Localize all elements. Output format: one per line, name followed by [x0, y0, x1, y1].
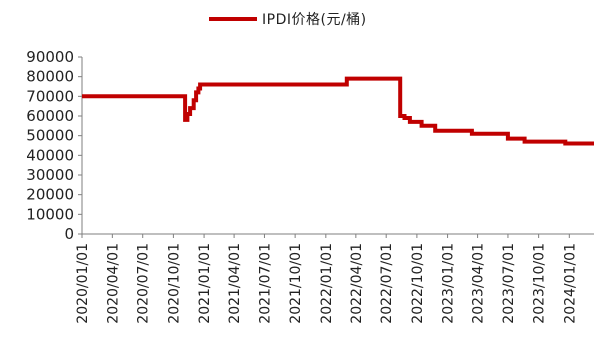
y-tick-label: 70000 [26, 87, 74, 105]
x-tick-label: 2024/01/01 [562, 243, 578, 324]
x-axis-ticks: 2020/01/01 2020/04/01 2020/07/01 2020/10/01… [75, 234, 578, 324]
y-tick-label: 10000 [26, 205, 74, 223]
axes [81, 57, 594, 235]
x-tick-label: 2022/04/01 [349, 243, 365, 324]
y-tick-label: 80000 [26, 68, 74, 86]
x-tick-label: 2023/04/01 [471, 243, 487, 324]
x-tick-label: 2021/07/01 [257, 243, 273, 324]
y-tick-label: 90000 [26, 48, 74, 66]
x-tick-label: 2022/10/01 [410, 243, 426, 324]
x-tick-label: 2023/10/01 [532, 243, 548, 324]
y-tick-label: 60000 [26, 107, 74, 125]
x-tick-label: 2020/04/01 [105, 243, 121, 324]
legend-label-ipdi: IPDI价格(元/桶) [262, 12, 367, 28]
legend: IPDI价格(元/桶) [209, 12, 367, 28]
series-group [82, 76, 594, 146]
x-tick-label: 2023/01/01 [441, 243, 457, 324]
x-tick-label: 2021/01/01 [197, 243, 213, 324]
y-tick-label: 50000 [26, 127, 74, 145]
y-tick-label: 40000 [26, 146, 74, 164]
x-tick-label: 2021/10/01 [288, 243, 304, 324]
y-tick-label: 20000 [26, 186, 74, 204]
x-tick-label: 2021/04/01 [227, 243, 243, 324]
y-tick-label: 30000 [26, 166, 74, 184]
x-tick-label: 2023/07/01 [501, 243, 517, 324]
x-tick-label: 2022/07/01 [379, 243, 395, 324]
series-line-0 [82, 76, 594, 146]
y-tick-label: 0 [64, 225, 74, 243]
x-tick-label: 2020/10/01 [166, 243, 182, 324]
x-tick-label: 2022/01/01 [319, 243, 335, 324]
x-tick-label: 2020/07/01 [136, 243, 152, 324]
x-tick-label: 2020/01/01 [75, 243, 91, 324]
